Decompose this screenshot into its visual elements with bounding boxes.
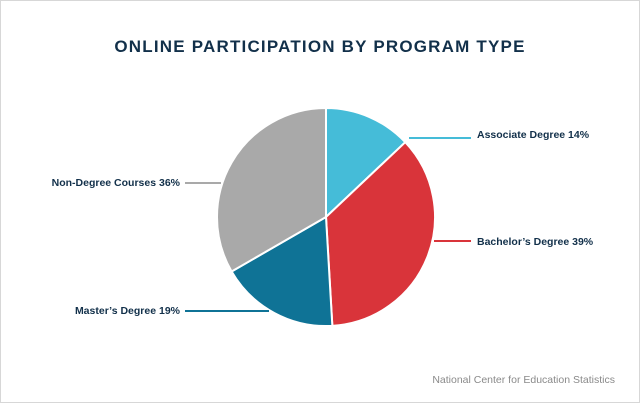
slice-label-4: Non-Degree Courses 36% xyxy=(52,177,181,189)
slice-label-1: Associate Degree 14% xyxy=(477,129,590,141)
pie-slice-1 xyxy=(325,107,407,218)
leader-lines xyxy=(185,137,471,312)
source-note: National Center for Education Statistics xyxy=(432,374,615,386)
pie-slice-2 xyxy=(325,141,436,327)
pie-slices xyxy=(216,107,436,327)
slice-label-2: Bachelor’s Degree 39% xyxy=(477,236,594,248)
pie-slice-4 xyxy=(216,107,327,273)
pie-slice-3 xyxy=(230,216,334,327)
slice-label-3: Master’s Degree 19% xyxy=(75,305,181,317)
slice-labels: Associate Degree 14% Bachelor’s Degree 39… xyxy=(52,129,594,317)
chart-title: ONLINE PARTICIPATION BY PROGRAM TYPE xyxy=(114,37,526,56)
